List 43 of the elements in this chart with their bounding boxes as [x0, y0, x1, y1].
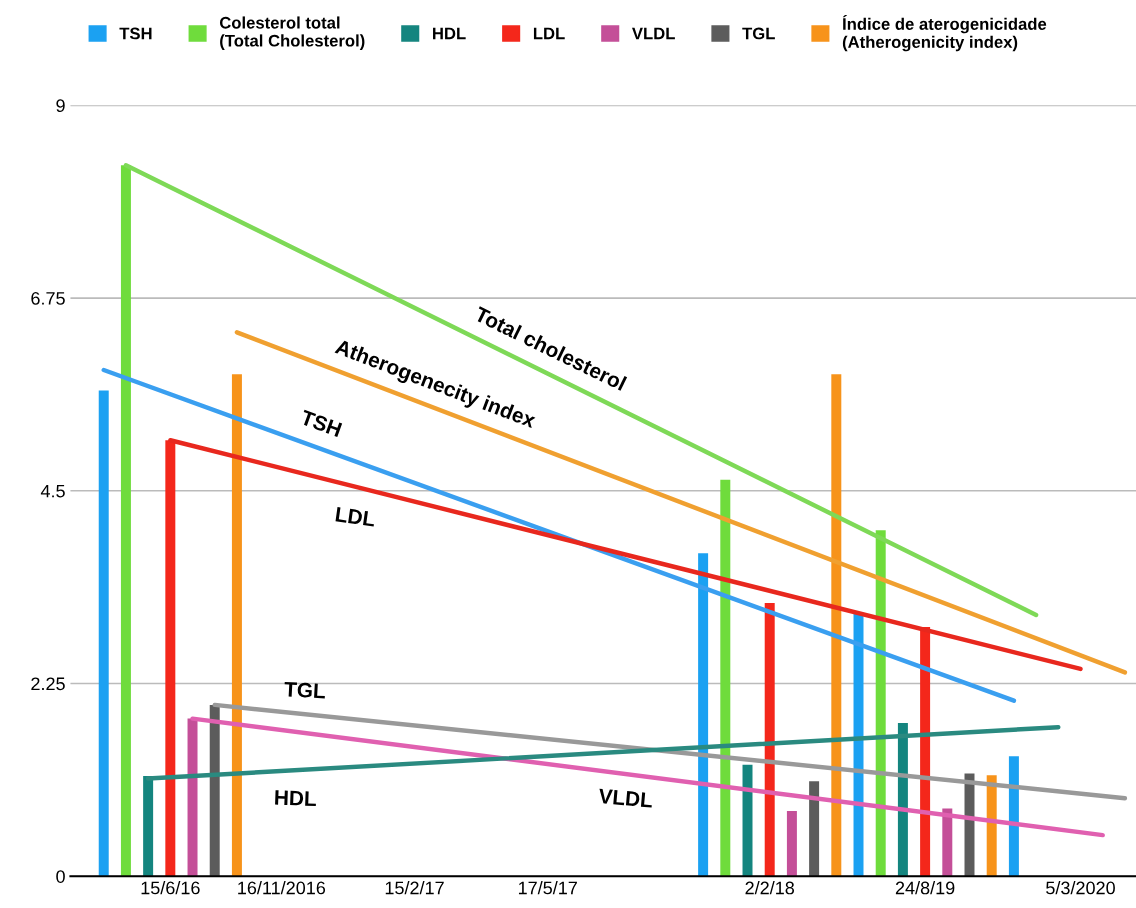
bar: [187, 718, 198, 877]
bar: [986, 775, 997, 877]
legend-label: LDL: [533, 27, 565, 40]
legend-label: Colesterol total (Total Cholesterol): [219, 16, 365, 50]
x-tick-label: 2/2/18: [745, 881, 795, 895]
bar: [98, 390, 109, 877]
annotation: HDL: [275, 790, 317, 807]
x-tick-label: 17/5/17: [518, 881, 577, 895]
bar: [143, 776, 154, 877]
x-tick-label: 5/3/2020: [1046, 881, 1115, 895]
bar: [720, 479, 731, 877]
legend-label: VLDL: [632, 27, 675, 40]
bar: [1008, 756, 1019, 877]
bar: [764, 602, 775, 877]
y-tick-label: 6.75: [31, 291, 65, 305]
x-tick-label: 15/6/16: [141, 881, 200, 895]
y-tick-label: 9: [56, 99, 65, 113]
x-tick-label: 15/2/17: [385, 881, 444, 895]
x-tick-label: 24/8/19: [895, 881, 955, 895]
annotation: LDL: [335, 507, 376, 527]
bar: [853, 614, 864, 877]
bar: [742, 764, 753, 877]
legend-label: TGL: [742, 27, 775, 40]
bar: [831, 374, 842, 877]
bar: [942, 808, 953, 877]
y-tick-label: 2.25: [31, 677, 65, 691]
annotation: TSH: [299, 409, 343, 438]
legend-label: Índice de aterogenicidade (Atherogenicity index): [842, 15, 1047, 52]
legend-label: HDL: [433, 27, 466, 40]
y-tick-label: 0: [56, 870, 65, 883]
y-tick-label: 4.5: [40, 484, 65, 498]
bar: [120, 165, 131, 877]
bar: [875, 530, 886, 877]
legend-label: TSH: [119, 27, 152, 40]
bar: [786, 811, 797, 877]
bar: [897, 722, 908, 877]
annotation: VLDL: [598, 788, 653, 808]
bar: [698, 553, 709, 877]
annotation: TGL: [284, 681, 326, 699]
bar: [809, 781, 820, 877]
bar: [231, 374, 242, 877]
x-tick-label: 16/11/2016: [238, 881, 326, 895]
bar: [209, 704, 220, 877]
